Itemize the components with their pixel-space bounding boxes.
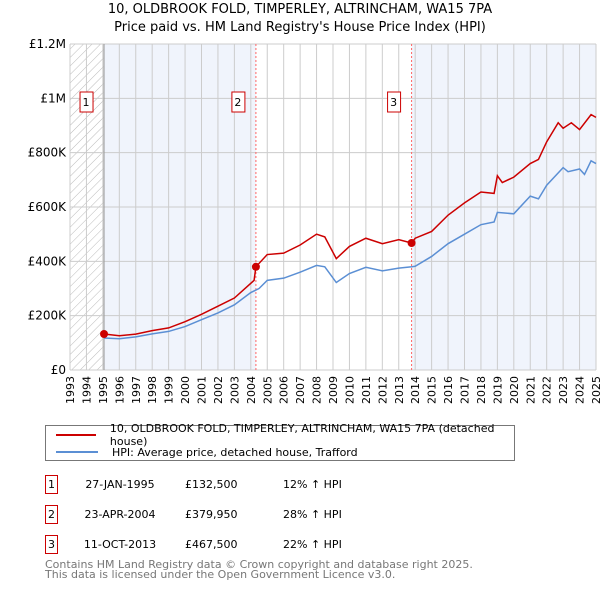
sale-badge — [387, 91, 402, 113]
x-tick-label: 2021 — [524, 376, 537, 404]
sale-badge-label: 2 — [234, 96, 241, 109]
sale-point — [100, 330, 109, 339]
transaction-hpi-change: 28% ↑ HPI — [283, 508, 342, 521]
x-tick-label: 2022 — [541, 376, 554, 404]
x-tick-label: 2010 — [343, 376, 356, 404]
y-tick-label: £800K — [28, 146, 68, 160]
x-tick-label: 2020 — [508, 376, 521, 404]
x-tick-label: 2016 — [442, 376, 455, 404]
y-tick-label: £200K — [28, 309, 68, 323]
x-tick-label: 1997 — [130, 376, 143, 404]
transaction-price: £379,950 — [185, 508, 238, 521]
chart-title: 10, OLDBROOK FOLD, TIMPERLEY, ALTRINCHAM… — [107, 2, 493, 17]
transaction-date: 11-OCT-2013 — [83, 538, 157, 551]
transaction-price: £467,500 — [185, 538, 238, 551]
x-tick-label: 2004 — [245, 376, 258, 404]
x-tick-label: 2017 — [459, 376, 472, 404]
sale-point — [407, 238, 416, 247]
chart-subtitle: Price paid vs. HM Land Registry's House … — [114, 20, 486, 35]
sale-badge — [231, 91, 246, 113]
legend-red-line — [56, 434, 96, 436]
sale-point — [251, 262, 260, 271]
series-line — [103, 159, 597, 340]
x-tick-label: 2009 — [327, 376, 340, 404]
x-tick-label: 2023 — [557, 376, 570, 404]
footer: Contains HM Land Registry data © Crown c… — [45, 558, 473, 581]
x-tick-label: 2014 — [409, 376, 422, 404]
x-tick-label: 2011 — [360, 376, 373, 404]
x-tick-label: 1993 — [64, 376, 77, 404]
x-tick-label: 2025 — [590, 376, 600, 404]
legend-label: 10, OLDBROOK FOLD, TIMPERLEY, ALTRINCHAM… — [109, 422, 495, 448]
x-tick-label: 2019 — [491, 376, 504, 404]
x-tick-label: 1996 — [113, 376, 126, 404]
transaction-marker: 1 — [45, 475, 58, 494]
sale-badge-label: 1 — [83, 96, 90, 109]
footer-line: This data is licensed under the Open Gov… — [45, 568, 396, 581]
sale-badge-label: 3 — [390, 96, 397, 109]
transaction-date: 23-APR-2004 — [84, 508, 156, 521]
y-tick-label: £600K — [28, 200, 68, 214]
x-tick-label: 2018 — [475, 376, 488, 404]
x-tick-label: 1999 — [163, 376, 176, 404]
legend-item-property: 10, OLDBROOK FOLD, TIMPERLEY, ALTRINCHAM… — [56, 422, 514, 448]
y-tick-label: £400K — [28, 254, 68, 268]
x-tick-label: 2000 — [179, 376, 192, 404]
legend: 10, OLDBROOK FOLD, TIMPERLEY, ALTRINCHAM… — [45, 422, 515, 461]
x-tick-label: 2008 — [311, 376, 324, 404]
transaction-price: £132,500 — [185, 478, 238, 491]
x-tick-label: 1994 — [80, 376, 93, 404]
transaction-marker: 2 — [45, 505, 58, 524]
x-tick-label: 2024 — [574, 376, 587, 404]
x-tick-label: 2013 — [393, 376, 406, 404]
x-tick-label: 2015 — [426, 376, 439, 404]
price-chart: 1993 1994 1995 1996 1997 1998 1999 2000 2001 2002… — [28, 37, 600, 404]
y-tick-label: £1M — [40, 91, 66, 105]
series-line — [103, 113, 597, 337]
y-tick-label: £0 — [51, 363, 66, 377]
x-tick-label: 1995 — [97, 376, 110, 404]
sale-badge — [79, 91, 94, 113]
x-tick-label: 2007 — [294, 376, 307, 404]
x-tick-label: 2002 — [212, 376, 225, 404]
x-tick-label: 2006 — [278, 376, 291, 404]
x-tick-label: 2003 — [228, 376, 241, 404]
x-tick-label: 2005 — [261, 376, 274, 404]
x-tick-label: 2012 — [376, 376, 389, 404]
legend-label: HPI: Average price, detached house, Traf… — [112, 445, 358, 459]
transaction-hpi-change: 12% ↑ HPI — [283, 478, 342, 491]
x-tick-label: 1998 — [146, 376, 159, 404]
transaction-hpi-change: 22% ↑ HPI — [283, 538, 342, 551]
transaction-date: 27-JAN-1995 — [85, 478, 155, 491]
footer-line: Contains HM Land Registry data © Crown c… — [45, 558, 473, 571]
transaction-marker: 3 — [45, 535, 58, 554]
x-tick-label: 2001 — [196, 376, 209, 404]
y-tick-label: £1.2M — [29, 37, 66, 51]
legend-blue-line — [56, 451, 98, 453]
legend-item-hpi: HPI: Average price, detached house, Traf… — [56, 444, 358, 460]
